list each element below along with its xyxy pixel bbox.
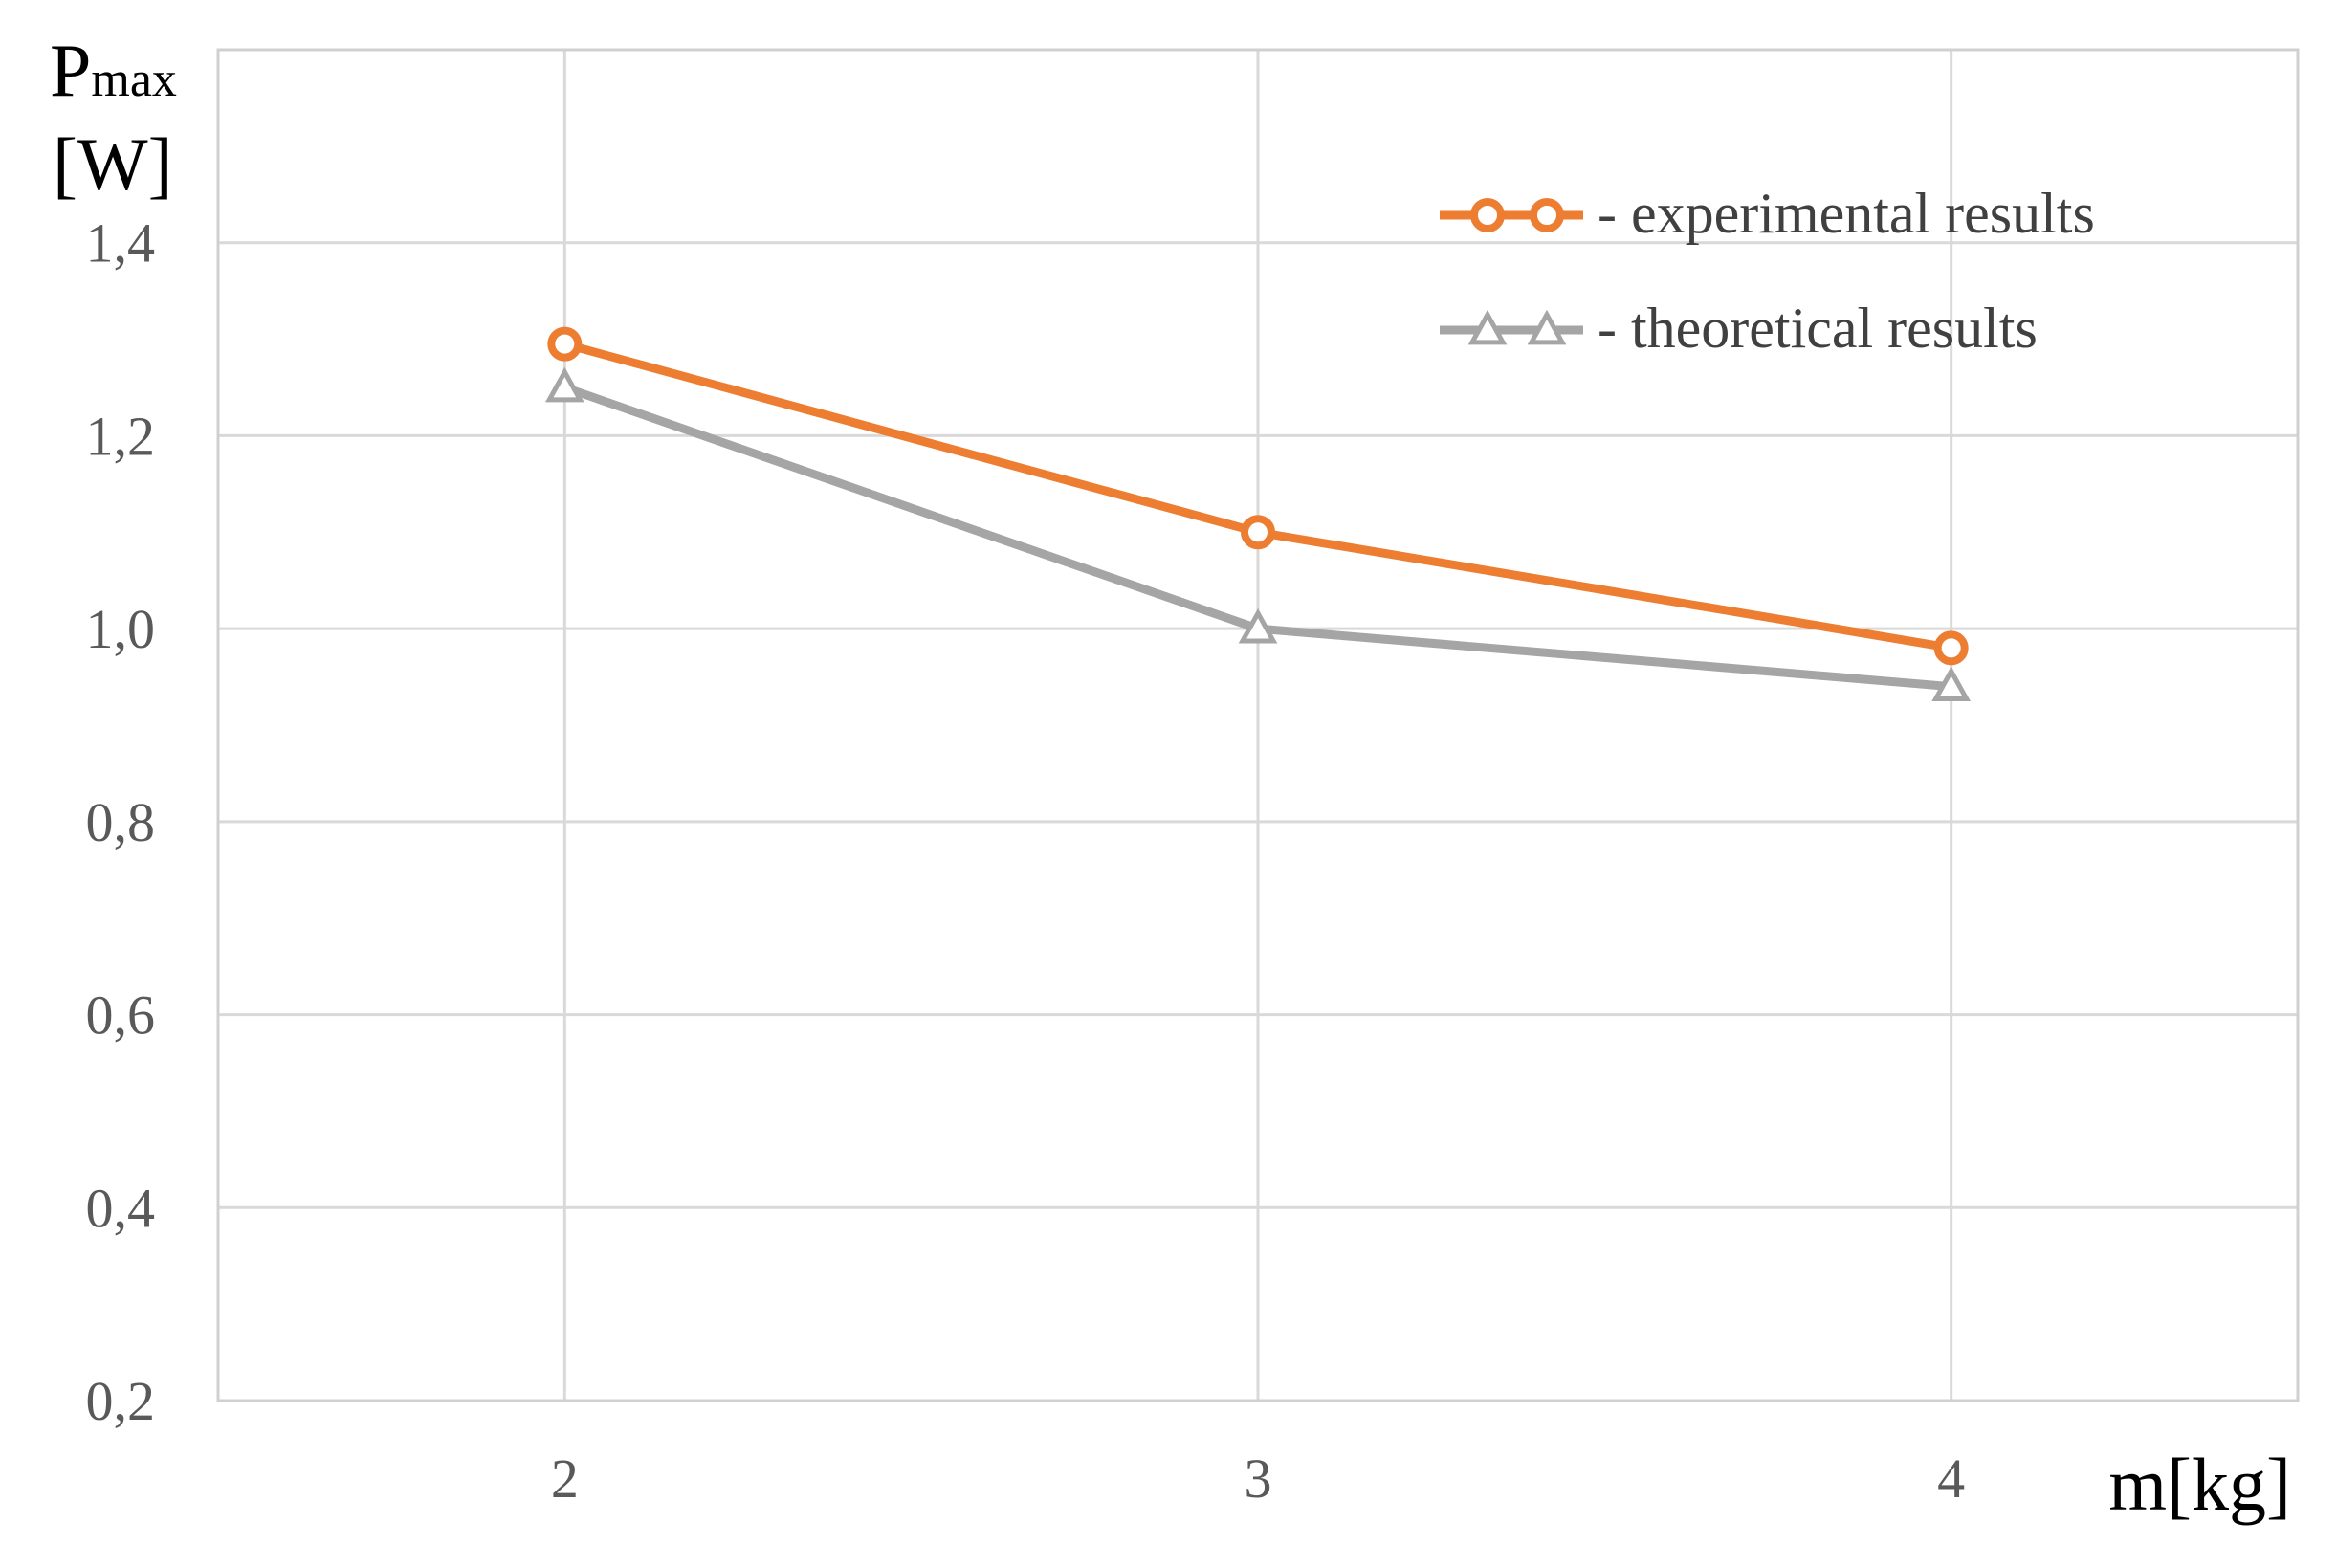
plot-area-border bbox=[216, 48, 2300, 1402]
legend-entry: - experimental results bbox=[1440, 182, 2095, 245]
data-point bbox=[544, 366, 584, 403]
y-tick-label: 1,0 bbox=[86, 598, 156, 660]
x-axis-title: m[kg] bbox=[2108, 1443, 2291, 1526]
legend-marker bbox=[1530, 198, 1564, 232]
y-axis-subscript: max bbox=[91, 53, 177, 107]
y-tick-label: 0,8 bbox=[86, 791, 156, 853]
legend: - experimental results - theoretical resu… bbox=[1440, 182, 2095, 360]
y-tick-label: 1,4 bbox=[86, 212, 156, 275]
legend-label: - experimental results bbox=[1598, 182, 2095, 245]
series-layer bbox=[544, 326, 1972, 702]
data-point bbox=[1931, 666, 1972, 702]
y-axis-title: Pmax bbox=[50, 29, 177, 112]
grid bbox=[218, 50, 2298, 1401]
legend-entry: - theoretical results bbox=[1440, 297, 2038, 360]
legend-marker bbox=[1527, 309, 1567, 345]
legend-label: - theoretical results bbox=[1598, 297, 2038, 360]
y-tick-label: 0,6 bbox=[86, 984, 156, 1047]
data-point bbox=[1238, 607, 1278, 644]
y-axis-unit: [W] bbox=[53, 122, 173, 206]
legend-marker bbox=[1467, 309, 1508, 345]
y-tick-label: 0,2 bbox=[86, 1370, 156, 1432]
x-tick-label: 2 bbox=[551, 1447, 579, 1510]
data-point bbox=[1241, 515, 1275, 550]
legend-marker bbox=[1470, 198, 1505, 232]
x-tick-label: 3 bbox=[1245, 1447, 1272, 1510]
series-triangle bbox=[544, 366, 1972, 702]
y-tick-label: 0,4 bbox=[86, 1177, 156, 1239]
data-point bbox=[1933, 630, 1969, 666]
x-tick-label: 4 bbox=[1937, 1447, 1965, 1510]
data-point bbox=[547, 326, 583, 362]
y-tick-label: 1,2 bbox=[86, 405, 156, 467]
y-axis-symbol: P bbox=[50, 29, 91, 112]
series-circle bbox=[547, 326, 1969, 666]
tick-labels: 0,2 0,4 0,6 0,8 1,0 1,2 1,4 2 3 4 bbox=[86, 212, 1966, 1510]
